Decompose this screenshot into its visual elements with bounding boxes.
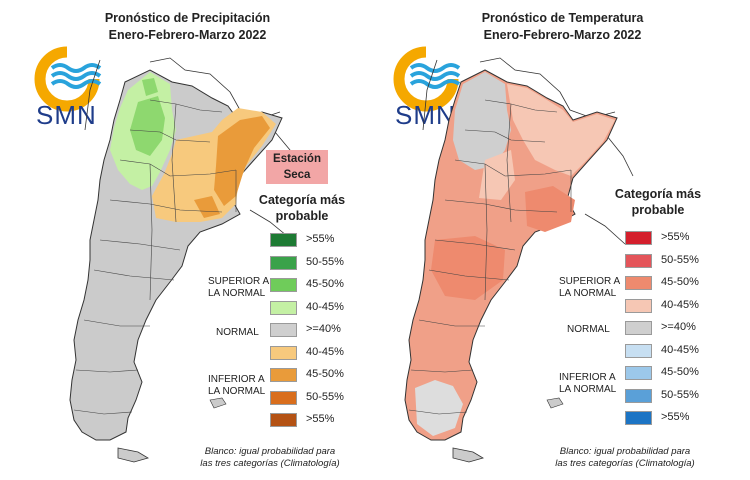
legend-swatch — [270, 413, 297, 427]
legend-swatch — [270, 323, 297, 337]
precipitation-footnote: Blanco: igual probabilidad para las tres… — [180, 446, 360, 470]
legend-label: 40-45% — [306, 300, 344, 313]
group-label-line: SUPERIOR A — [208, 276, 270, 287]
legend-label: 40-45% — [661, 298, 699, 311]
category-title-line-1: Categoría más — [258, 193, 346, 207]
legend-label: 45-50% — [306, 278, 344, 290]
temperature-map — [404, 57, 634, 463]
legend-label: 40-45% — [306, 345, 344, 358]
group-label-line: LA NORMAL — [559, 288, 617, 299]
dry-season-badge: Estación Seca — [266, 150, 328, 184]
legend-swatch — [270, 255, 297, 270]
smn-logo-icon — [34, 46, 102, 112]
badge-line-2: Seca — [283, 169, 311, 181]
temperature-footnote: Blanco: igual probabilidad para las tres… — [535, 446, 715, 470]
legend-swatch — [625, 276, 652, 290]
precipitation-title: Pronóstico de Precipitación Enero-Febrer… — [0, 10, 375, 44]
footnote-line-2: las tres categorías (Climatología) — [555, 458, 695, 469]
legend-label: 50-55% — [661, 388, 699, 401]
legend-swatch — [270, 390, 297, 405]
legend-group-superior: SUPERIOR A LA NORMAL — [559, 276, 620, 300]
footnote-line-1: Blanco: igual probabilidad para — [204, 446, 336, 457]
legend-swatch — [270, 345, 297, 360]
legend-group-superior: SUPERIOR A LA NORMAL — [208, 276, 269, 300]
legend-swatch — [625, 298, 652, 313]
legend-group-inferior: INFERIOR A LA NORMAL — [208, 374, 265, 398]
legend-swatch — [625, 253, 652, 268]
legend-swatch — [270, 278, 297, 292]
badge-line-1: Estación — [273, 153, 321, 165]
precipitation-forecast-panel: Pronóstico de Precipitación Enero-Febrer… — [0, 10, 375, 470]
temperature-forecast-panel: Pronóstico de Temperatura Enero-Febrero-… — [375, 0, 750, 480]
legend-label: 45-50% — [661, 276, 699, 288]
legend-label: >=40% — [306, 323, 341, 335]
legend-label: 45-50% — [661, 366, 699, 378]
legend-swatch — [625, 388, 652, 403]
legend-group-normal: NORMAL — [216, 327, 259, 338]
legend-swatch — [625, 411, 652, 425]
legend-label: 50-55% — [306, 390, 344, 403]
group-label-line: INFERIOR A — [208, 374, 265, 385]
legend-swatch — [625, 366, 652, 380]
category-title-line-2: probable — [275, 209, 329, 223]
footnote-line-1: Blanco: igual probabilidad para — [559, 446, 691, 457]
legend-swatch — [270, 233, 297, 247]
title-line-1: Pronóstico de Precipitación — [104, 11, 271, 25]
title-line-2: Enero-Febrero-Marzo 2022 — [483, 28, 642, 42]
legend-group-inferior: INFERIOR A LA NORMAL — [559, 372, 616, 396]
group-label-line: LA NORMAL — [208, 386, 266, 397]
category-title-line-1: Categoría más — [614, 187, 702, 201]
temperature-title: Pronóstico de Temperatura Enero-Febrero-… — [375, 10, 750, 44]
legend-label: 40-45% — [661, 343, 699, 356]
legend-swatch — [625, 231, 652, 245]
group-label-line: INFERIOR A — [559, 372, 616, 383]
legend-label: 50-55% — [661, 253, 699, 266]
legend-label: >55% — [661, 411, 690, 423]
legend-label: >=40% — [661, 321, 696, 333]
legend-swatch — [270, 300, 297, 315]
legend-label: 45-50% — [306, 368, 344, 380]
group-label-line: LA NORMAL — [559, 384, 617, 395]
legend-swatch — [625, 343, 652, 358]
precipitation-map — [69, 57, 301, 463]
legend-label: >55% — [306, 233, 335, 245]
group-label-line: SUPERIOR A — [559, 276, 621, 287]
group-label-line: LA NORMAL — [208, 288, 266, 299]
category-title-line-2: probable — [631, 203, 685, 217]
legend-swatch — [625, 321, 652, 335]
legend-label: >55% — [661, 231, 690, 243]
legend-group-normal: NORMAL — [567, 324, 610, 335]
footnote-line-2: las tres categorías (Climatología) — [200, 458, 340, 469]
legend-label: 50-55% — [306, 255, 344, 268]
smn-logo-icon — [393, 46, 461, 112]
precipitation-category-title: Categoría más probable — [252, 192, 352, 224]
title-line-2: Enero-Febrero-Marzo 2022 — [108, 28, 267, 42]
legend-label: >55% — [306, 413, 335, 425]
title-line-1: Pronóstico de Temperatura — [481, 11, 644, 25]
temperature-category-title: Categoría más probable — [603, 186, 713, 218]
legend-swatch — [270, 368, 297, 382]
